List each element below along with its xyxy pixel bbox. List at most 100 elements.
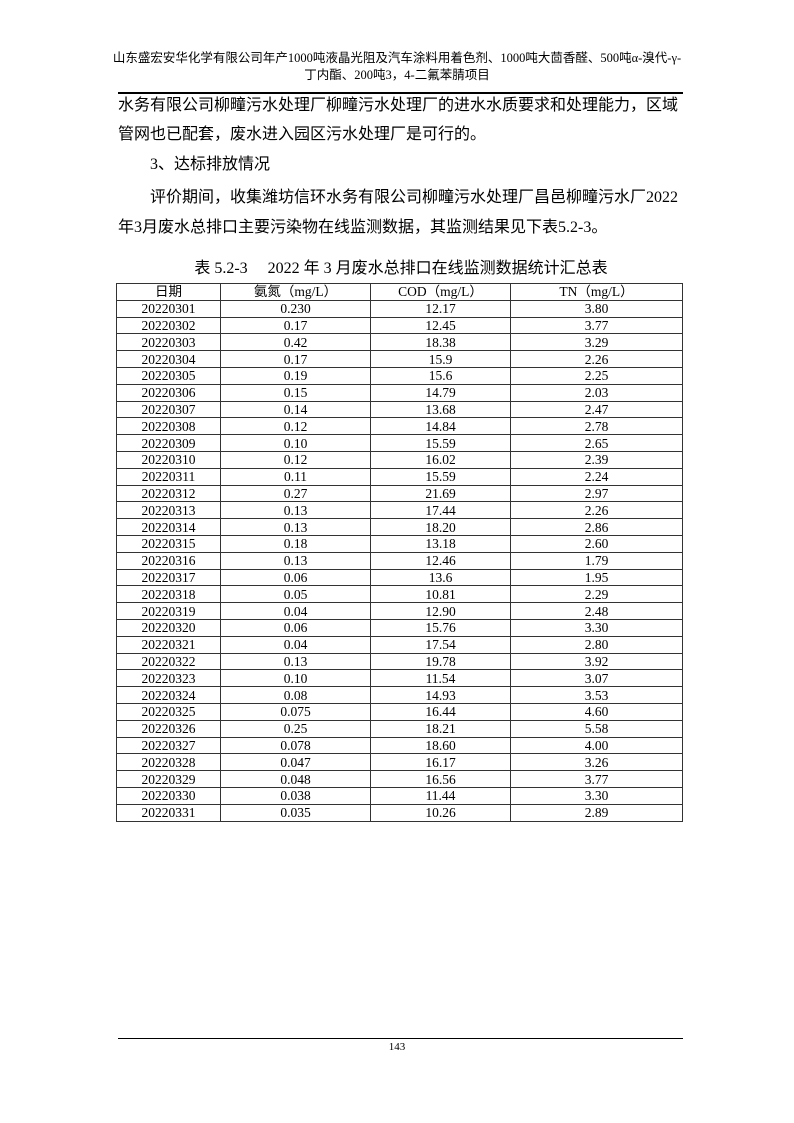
table-cell: 16.02 [370, 450, 511, 469]
page-number: 143 [388, 1041, 406, 1053]
paragraph-line: 年3月废水总排口主要污染物在线监测数据，其监测结果见下表5.2-3。 [118, 219, 608, 236]
table-row: 20220308 0.12 14.84 2.78 [116, 417, 683, 436]
table-cell: 20220304 [116, 350, 221, 368]
table-cell: 20220310 [116, 450, 221, 469]
table-cell: 20220313 [116, 501, 221, 520]
table-cell: 0.11 [220, 467, 371, 486]
table-cell: 0.04 [220, 635, 371, 654]
table-row: 20220309 0.10 15.59 2.65 [116, 434, 683, 452]
paragraph-line: 水务有限公司柳疃污水处理厂柳疃污水处理厂的进水水质要求和处理能力，区域 [118, 97, 679, 114]
table-row: 20220303 0.42 18.38 3.29 [116, 333, 683, 352]
table-cell: 20220306 [116, 383, 221, 402]
table-row: 20220319 0.04 12.90 2.48 [116, 602, 683, 620]
table-cell: 16.56 [370, 770, 511, 788]
table-row: 20220307 0.14 13.68 2.47 [116, 400, 683, 419]
table-cell: 20220324 [116, 686, 221, 704]
table-cell: 0.078 [220, 736, 371, 755]
table-cell: 19.78 [370, 652, 511, 671]
table-cell: 13.68 [370, 400, 511, 419]
table-cell: 0.230 [220, 299, 371, 318]
table-cell: 12.46 [370, 551, 511, 570]
table-row: 20220327 0.078 18.60 4.00 [116, 736, 683, 755]
table-cell: 3.80 [510, 299, 683, 318]
table-row: 20220328 0.047 16.17 3.26 [116, 753, 683, 772]
table-cell: 0.047 [220, 753, 371, 772]
table-cell: 0.25 [220, 719, 371, 738]
table-cell: 10.81 [370, 585, 511, 604]
table-cell: 20220303 [116, 333, 221, 352]
table-cell: 20220309 [116, 434, 221, 452]
header-divider [118, 92, 683, 94]
table-cell: 0.075 [220, 702, 371, 721]
table-cell: 2.25 [510, 366, 683, 385]
table-cell: 2.65 [510, 434, 683, 452]
table-cell: 3.30 [510, 618, 683, 637]
table-cell: 0.038 [220, 786, 371, 805]
table-cell: 20220319 [116, 602, 221, 620]
table-cell: 20220307 [116, 400, 221, 419]
table-cell: 2.26 [510, 501, 683, 520]
table-row: 20220317 0.06 13.6 1.95 [116, 568, 683, 587]
header-line-2: 丁内酯、200吨3，4-二氟苯腈项目 [304, 68, 490, 82]
table-cell: 20220318 [116, 585, 221, 604]
table-cell: 20220321 [116, 635, 221, 654]
column-header: 日期 [116, 283, 221, 301]
monitoring-data-table: 日期 氨氮（mg/L） COD（mg/L） TN（mg/L） 20220301 0.23… [116, 283, 683, 822]
table-cell: 15.9 [370, 350, 511, 368]
table-cell: 20220302 [116, 316, 221, 335]
table-cell: 4.60 [510, 702, 683, 721]
table-cell: 0.42 [220, 333, 371, 352]
table-row: 20220323 0.10 11.54 3.07 [116, 669, 683, 688]
table-row: 20220330 0.038 11.44 3.30 [116, 786, 683, 805]
paragraph-line: 管网也已配套，废水进入园区污水处理厂是可行的。 [118, 126, 487, 143]
table-cell: 0.10 [220, 669, 371, 688]
table-cell: 2.80 [510, 635, 683, 654]
table-cell: 15.59 [370, 434, 511, 452]
table-row: 20220310 0.12 16.02 2.39 [116, 450, 683, 469]
table-cell: 20220330 [116, 786, 221, 805]
table-cell: 20220315 [116, 534, 221, 553]
table-cell: 2.97 [510, 484, 683, 503]
table-cell: 12.45 [370, 316, 511, 335]
footer-divider [118, 1038, 683, 1039]
table-cell: 0.06 [220, 618, 371, 637]
table-row: 20220324 0.08 14.93 3.53 [116, 686, 683, 704]
table-cell: 0.06 [220, 568, 371, 587]
table-cell: 20220322 [116, 652, 221, 671]
table-cell: 3.77 [510, 770, 683, 788]
table-cell: 0.18 [220, 534, 371, 553]
table-cell: 10.26 [370, 803, 511, 822]
table-cell: 0.14 [220, 400, 371, 419]
column-header: 氨氮（mg/L） [220, 283, 371, 301]
table-cell: 3.29 [510, 333, 683, 352]
table-cell: 0.27 [220, 484, 371, 503]
table-cell: 0.08 [220, 686, 371, 704]
table-cell: 20220326 [116, 719, 221, 738]
table-cell: 2.48 [510, 602, 683, 620]
table-cell: 20220314 [116, 518, 221, 536]
table-cell: 3.07 [510, 669, 683, 688]
table-row: 20220301 0.230 12.17 3.80 [116, 299, 683, 318]
table-cell: 13.18 [370, 534, 511, 553]
table-cell: 15.76 [370, 618, 511, 637]
table-row: 20220318 0.05 10.81 2.29 [116, 585, 683, 604]
table-cell: 20220312 [116, 484, 221, 503]
table-cell: 3.77 [510, 316, 683, 335]
table-row: 20220320 0.06 15.76 3.30 [116, 618, 683, 637]
table-cell: 0.13 [220, 551, 371, 570]
table-cell: 0.17 [220, 350, 371, 368]
table-row: 20220306 0.15 14.79 2.03 [116, 383, 683, 402]
table-row: 20220305 0.19 15.6 2.25 [116, 366, 683, 385]
table-cell: 20220320 [116, 618, 221, 637]
table-cell: 0.19 [220, 366, 371, 385]
table-cell: 3.30 [510, 786, 683, 805]
table-cell: 16.17 [370, 753, 511, 772]
table-caption: 表 5.2-3 2022 年 3 月废水总排口在线监测数据统计汇总表 [194, 260, 608, 277]
table-cell: 20220328 [116, 753, 221, 772]
table-header-row: 日期 氨氮（mg/L） COD（mg/L） TN（mg/L） [116, 283, 683, 301]
table-cell: 17.44 [370, 501, 511, 520]
table-cell: 0.048 [220, 770, 371, 788]
table-cell: 18.38 [370, 333, 511, 352]
table-cell: 2.26 [510, 350, 683, 368]
table-cell: 0.17 [220, 316, 371, 335]
